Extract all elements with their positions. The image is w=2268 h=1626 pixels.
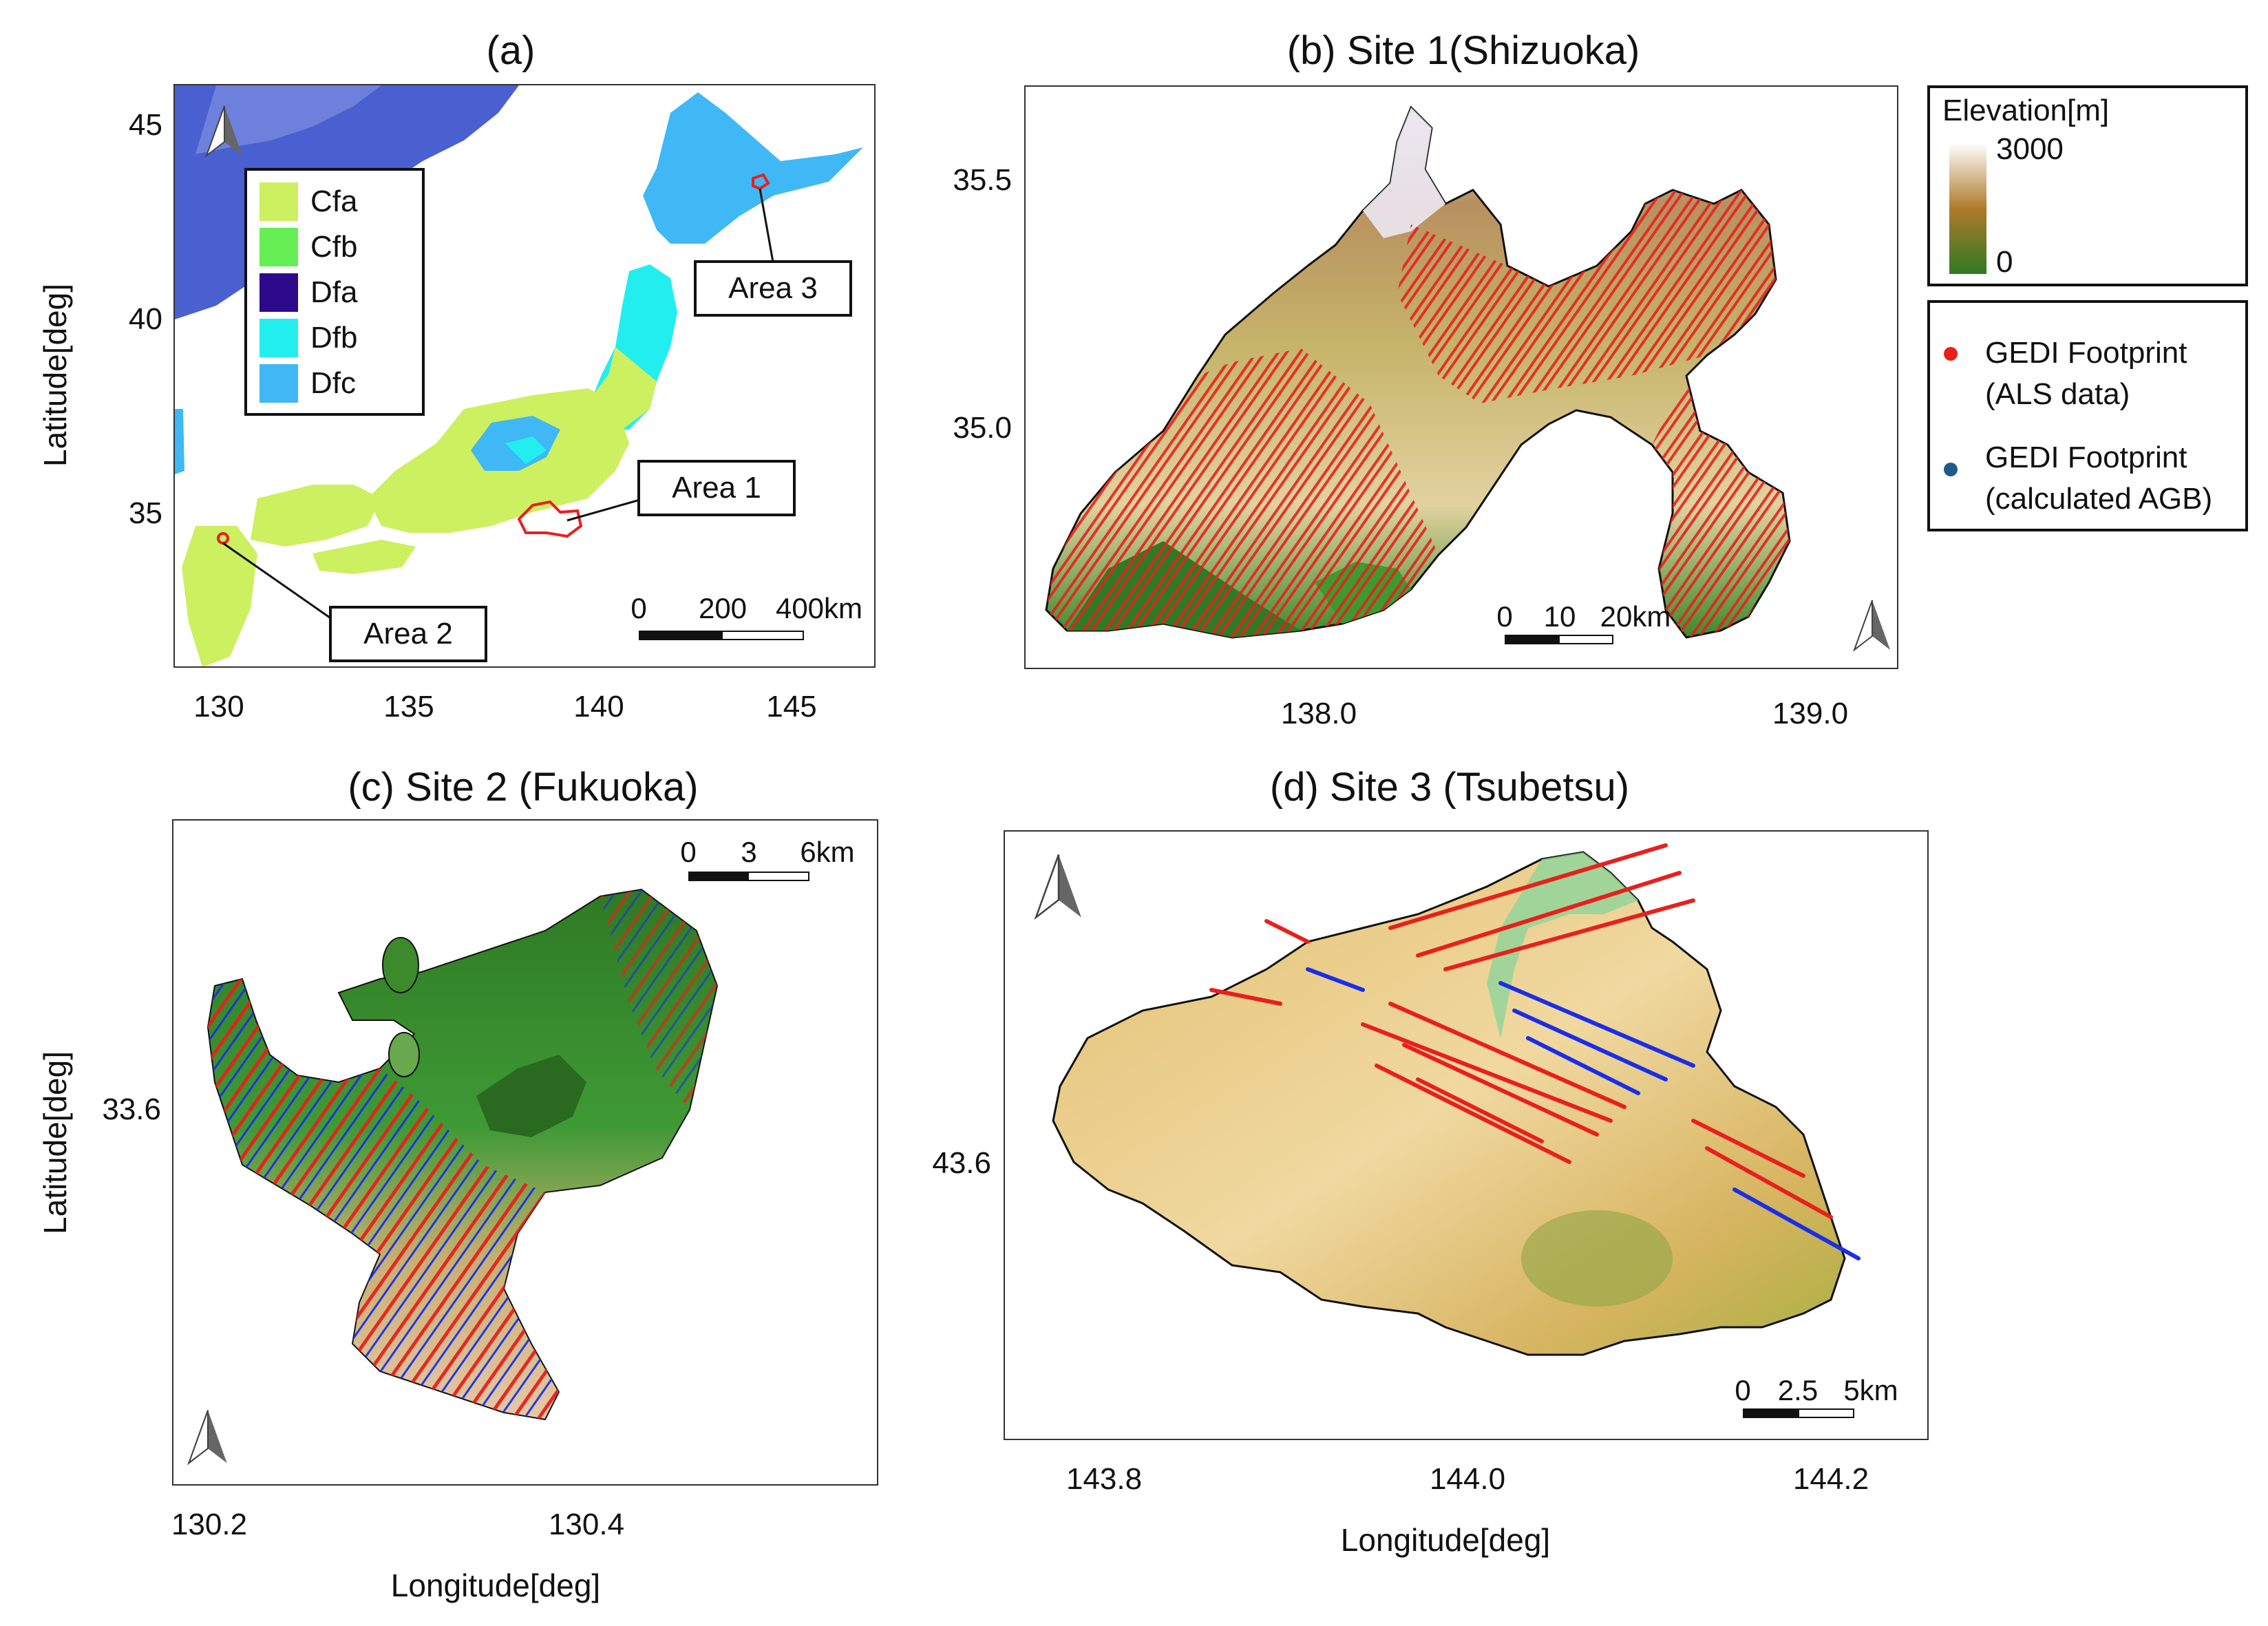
- legend-item-dfa: Dfa: [247, 270, 422, 315]
- panel-a-title: (a): [486, 28, 536, 73]
- scale-c-1: 3: [741, 836, 757, 868]
- a-ytick-45: 45: [129, 108, 162, 142]
- c-xtick-1304: 130.4: [548, 1508, 625, 1541]
- callout-area-3: Area 3: [694, 260, 852, 317]
- swatch-cfb: [259, 228, 298, 266]
- elevation-min: 0: [1996, 245, 2013, 279]
- panel-c-title: (c) Site 2 (Fukuoka): [348, 765, 699, 810]
- swatch-dfc: [259, 364, 298, 403]
- panel-a-ylabel: Latitude[deg]: [37, 283, 73, 467]
- scale-d-0: 0: [1735, 1374, 1751, 1406]
- scale-d-1: 2.5: [1777, 1374, 1819, 1406]
- a-xtick-145: 145: [766, 690, 817, 724]
- elevation-legend: Elevation[m] 3000 0: [1927, 85, 2248, 286]
- a-ytick-40: 40: [129, 302, 162, 336]
- panel-c-map: [172, 819, 878, 1486]
- b-xtick-139: 139.0: [1772, 697, 1849, 730]
- north-arrow-icon: [204, 105, 242, 158]
- gedi-als-line2: (ALS data): [1985, 377, 2130, 411]
- scale-c-2: 6km: [800, 836, 855, 868]
- elevation-max: 3000: [1996, 132, 2064, 166]
- scale-d-bar: [1743, 1408, 1799, 1418]
- area-1-outline: [517, 500, 583, 538]
- scale-a-0: 0: [630, 592, 647, 624]
- gedi-agb-line2: (calculated AGB): [1985, 482, 2213, 516]
- gedi-tracks-d: [1209, 843, 1861, 1260]
- panel-c-xlabel: Longitude[deg]: [390, 1567, 601, 1603]
- d-xtick-1440: 144.0: [1429, 1462, 1506, 1496]
- north-arrow-icon: [1034, 854, 1081, 920]
- scale-a-bar: [639, 631, 723, 640]
- gedi-als-line1: GEDI Footprint: [1985, 336, 2187, 370]
- panel-b-map: [1024, 85, 1898, 669]
- scale-c-bar: [688, 872, 749, 881]
- callout-area-1: Area 1: [637, 460, 796, 516]
- swatch-dfb: [259, 319, 298, 357]
- north-arrow-icon: [187, 1410, 227, 1466]
- scale-a-1: 200: [698, 592, 748, 624]
- legend-item-dfb: Dfb: [247, 315, 422, 361]
- gedi-tracks-c: [208, 979, 559, 1419]
- gedi-tracks-b: [1046, 348, 1439, 637]
- gedi-agb-line1: GEDI Footprint: [1985, 441, 2187, 474]
- scale-b-bar-white: [1558, 635, 1613, 644]
- gedi-als-dot: [1944, 347, 1958, 361]
- d-xtick-1438: 143.8: [1066, 1462, 1143, 1496]
- d-ytick-436: 43.6: [932, 1146, 991, 1180]
- scale-b-bar: [1505, 635, 1560, 644]
- b-ytick-355: 35.5: [953, 163, 1012, 197]
- elevation-legend-title: Elevation[m]: [1942, 94, 2110, 127]
- panel-c-ylabel: Latitude[deg]: [37, 1050, 73, 1235]
- callout-area-2: Area 2: [329, 606, 487, 662]
- a-xtick-135: 135: [383, 690, 434, 724]
- panel-b-title: (b) Site 1(Shizuoka): [1286, 28, 1640, 73]
- panel-d-title: (d) Site 3 (Tsubetsu): [1269, 765, 1630, 810]
- c-ytick-336: 33.6: [102, 1092, 161, 1126]
- scale-c-bar-white: [748, 872, 809, 881]
- gedi-legend: GEDI Footprint (ALS data) GEDI Footprint…: [1927, 300, 2248, 531]
- legend-item-cfa: Cfa: [247, 179, 422, 224]
- b-xtick-138: 138.0: [1280, 697, 1357, 730]
- swatch-cfa: [259, 182, 298, 221]
- a-xtick-140: 140: [573, 690, 624, 724]
- climate-legend: Cfa Cfb Dfa Dfb Dfc: [244, 168, 425, 416]
- scale-c-0: 0: [680, 836, 697, 868]
- north-arrow-icon: [1852, 600, 1890, 652]
- a-ytick-35: 35: [129, 496, 162, 530]
- scale-a-2: 400km: [775, 592, 863, 624]
- a-xtick-130: 130: [193, 690, 244, 724]
- swatch-dfa: [259, 273, 298, 312]
- d-xtick-1442: 144.2: [1792, 1462, 1869, 1496]
- elevation-colorbar: [1949, 143, 1986, 274]
- legend-item-dfc: Dfc: [247, 361, 422, 406]
- scale-d-2: 5km: [1843, 1374, 1898, 1406]
- scale-a-bar-white: [721, 631, 804, 640]
- hokkaido-region: [643, 92, 863, 244]
- panel-d-xlabel: Longitude[deg]: [1340, 1522, 1551, 1558]
- scale-b-2: 20km: [1600, 600, 1671, 633]
- scale-b-0: 0: [1496, 600, 1513, 633]
- panel-d-map: [1004, 830, 1929, 1440]
- legend-item-cfb: Cfb: [247, 224, 422, 270]
- scale-d-bar-white: [1798, 1408, 1854, 1418]
- scale-b-1: 10: [1543, 600, 1576, 633]
- b-ytick-350: 35.0: [953, 411, 1012, 445]
- gedi-agb-dot: [1944, 463, 1958, 476]
- c-xtick-1302: 130.2: [171, 1508, 248, 1541]
- area-3-outline: [752, 173, 770, 191]
